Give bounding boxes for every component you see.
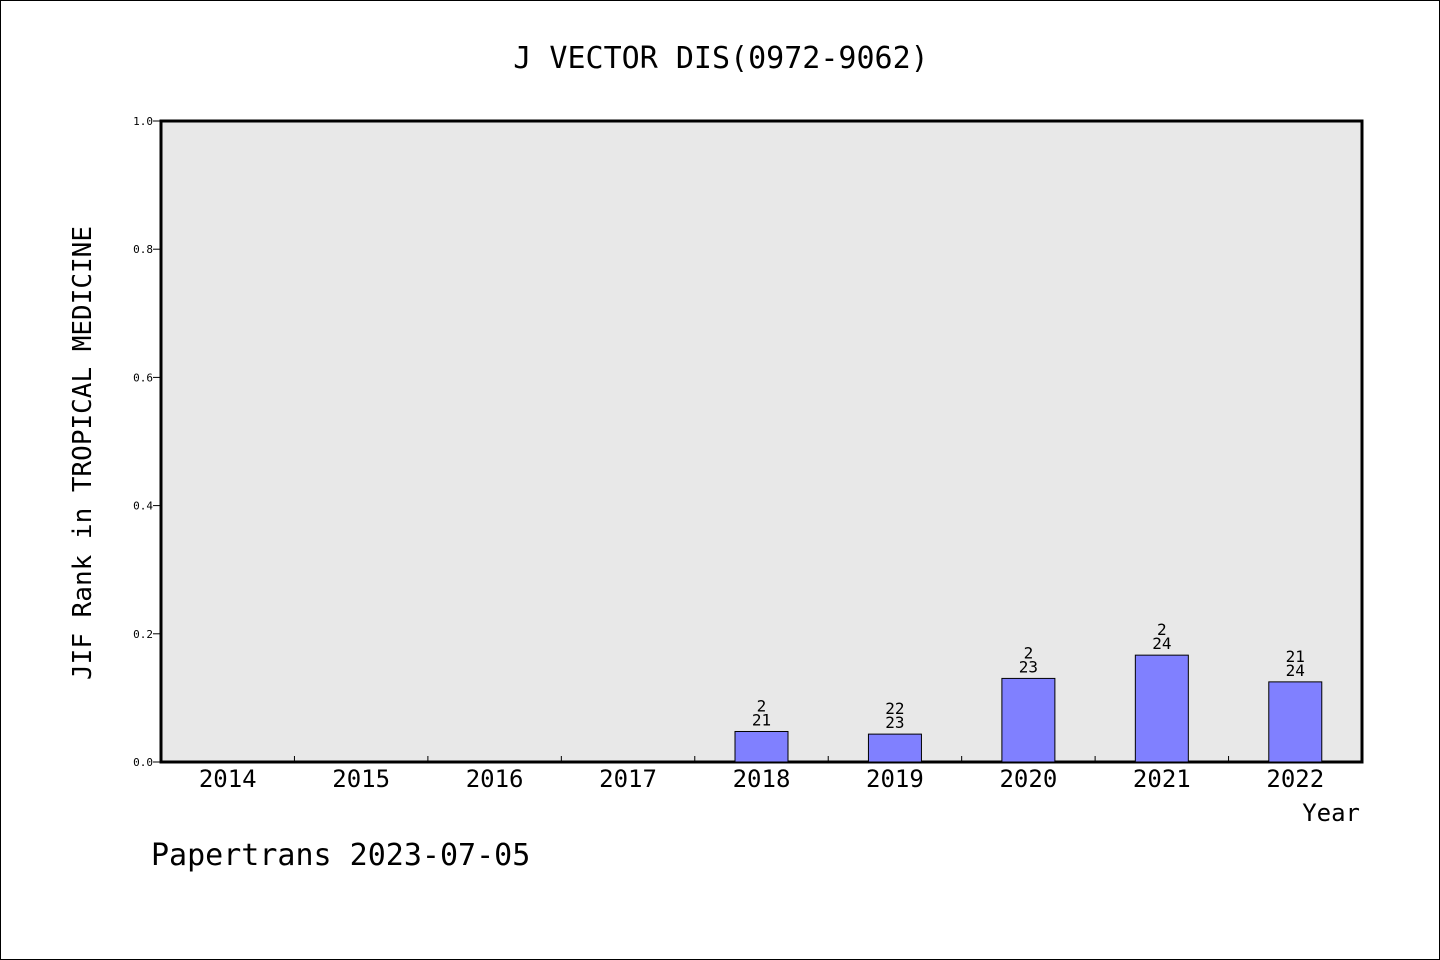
footer-watermark: Papertrans 2023-07-05 (151, 838, 530, 873)
y-axis-label: JIF Rank in TROPICAL MEDICINE (68, 226, 98, 680)
x-tick-label: 2020 (999, 765, 1057, 793)
y-tick-label: 0.6 (133, 371, 153, 384)
x-tick-label: 2014 (199, 765, 257, 793)
bar-2018 (734, 730, 789, 763)
x-tick-label: 2017 (599, 765, 657, 793)
bar-label-denominator: 24 (1152, 634, 1171, 653)
y-tick-label: 0.2 (133, 628, 153, 641)
y-tick-label: 0.8 (133, 243, 153, 256)
bar-label-numerator: 2 (757, 696, 767, 715)
y-tick-label: 1.0 (133, 115, 153, 128)
bar-2021 (1134, 654, 1189, 763)
bar-2020 (1001, 677, 1056, 763)
x-tick-label: 2016 (466, 765, 524, 793)
x-tick-label: 2021 (1133, 765, 1191, 793)
bar-label-denominator: 21 (752, 710, 771, 729)
chart-title: J VECTOR DIS(0972-9062) (513, 41, 928, 76)
x-tick-label: 2022 (1266, 765, 1324, 793)
y-tick-label: 0.0 (133, 756, 153, 769)
y-tick-label: 0.4 (133, 500, 153, 513)
bar-label-numerator: 22 (885, 699, 904, 718)
y-axis-ticks: 0.0 0.2 0.4 0.6 0.8 1.0 (133, 115, 161, 769)
bar-2019 (867, 733, 922, 763)
bar-label-denominator: 23 (1019, 657, 1038, 676)
x-tick-label: 2015 (332, 765, 390, 793)
bar-label-numerator: 2 (1024, 643, 1034, 662)
bar-label-denominator: 24 (1286, 661, 1305, 680)
bar-label-numerator: 2 (1157, 620, 1167, 639)
x-axis-label: Year (1302, 799, 1360, 827)
bar-2022 (1268, 681, 1323, 763)
x-tick-label: 2018 (733, 765, 791, 793)
x-tick-label: 2019 (866, 765, 924, 793)
bars-group (734, 654, 1323, 763)
x-axis-ticks: 2014 2015 2016 2017 2018 2019 2020 2021 2022 (199, 756, 1324, 793)
bar-label-denominator: 23 (885, 713, 904, 732)
bar-label-numerator: 21 (1286, 647, 1305, 666)
